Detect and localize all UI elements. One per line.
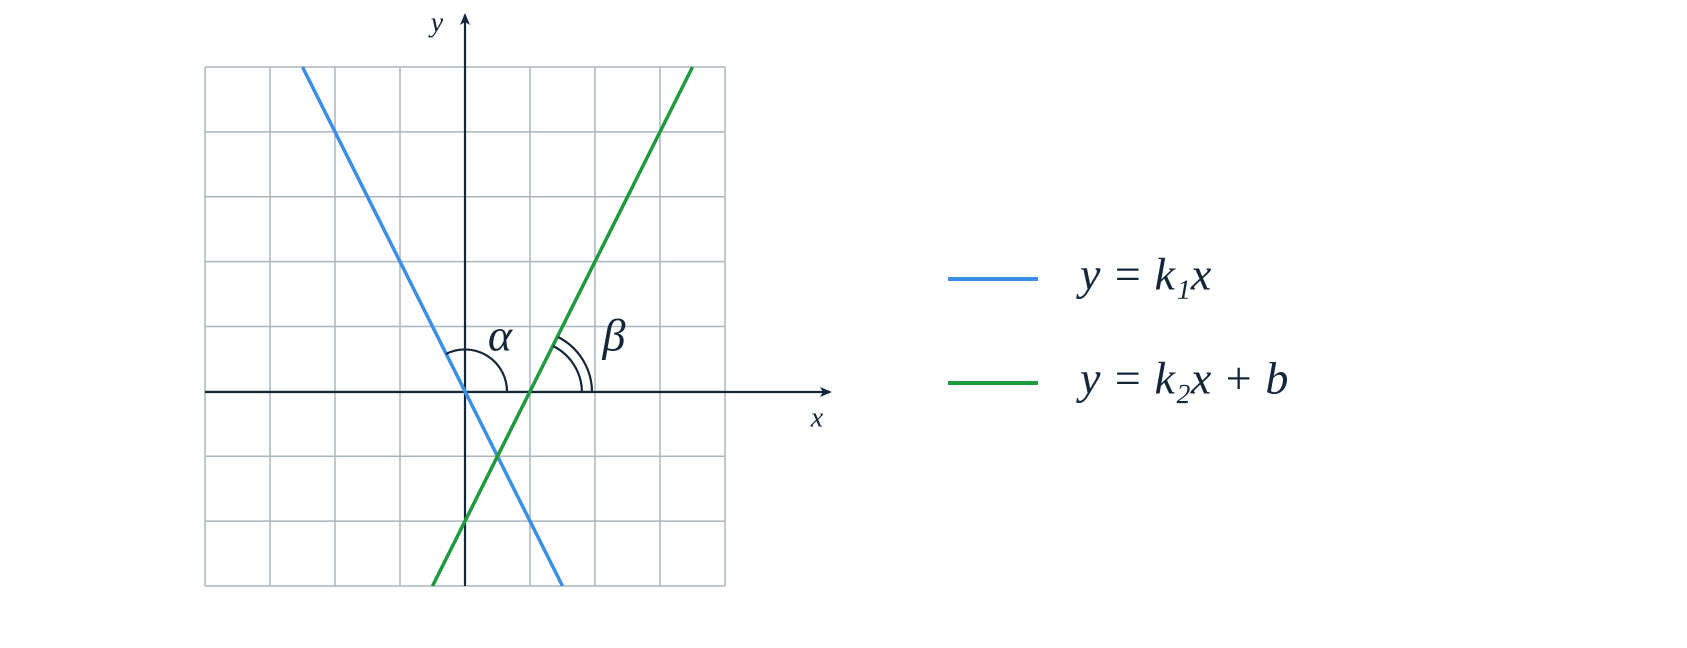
series-line (300, 66, 565, 587)
angle-label: β (602, 310, 626, 361)
legend-label: y = k₂x + b (1076, 353, 1288, 404)
angle-arc (445, 348, 509, 393)
legend-label: y = k₁x (1076, 249, 1212, 300)
angle-arc (557, 336, 594, 393)
y-axis-label: y (428, 7, 444, 38)
x-axis-label: x (810, 402, 824, 433)
angle-arc (552, 345, 584, 393)
series-line (430, 66, 695, 587)
legend: y = k₁x y = k₂x + b (948, 249, 1288, 404)
angle-label: α (488, 310, 513, 361)
lines (300, 66, 695, 587)
